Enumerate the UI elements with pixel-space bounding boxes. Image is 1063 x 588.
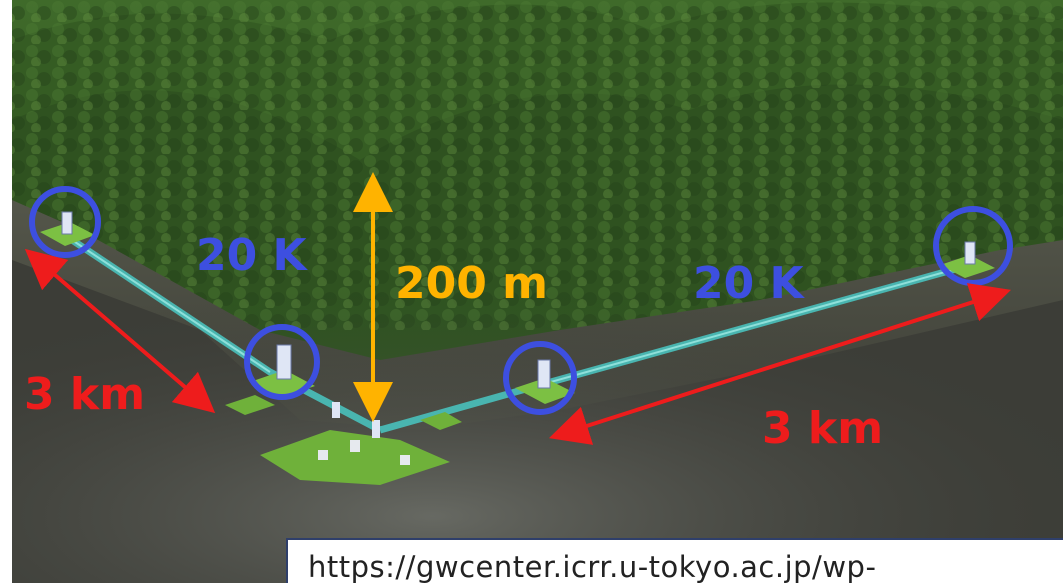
marker-circle-end-right [933,206,1013,286]
label-depth: 200 m [395,258,549,309]
source-caption-box: https://gwcenter.icrr.u-tokyo.ac.jp/wp- [286,538,1063,583]
label-temp-right: 20 K [693,258,804,309]
label-temp-left: 20 K [196,230,307,281]
arrow-arm-left [24,248,216,414]
central-station [260,430,450,485]
end-station-right [940,255,995,278]
label-arm-right: 3 km [762,403,884,454]
source-url: https://gwcenter.icrr.u-tokyo.ac.jp/wp- [308,550,877,583]
marker-circle-mid-left [244,324,320,400]
arrow-arm-right [548,283,1012,445]
label-arm-left: 3 km [24,369,146,420]
